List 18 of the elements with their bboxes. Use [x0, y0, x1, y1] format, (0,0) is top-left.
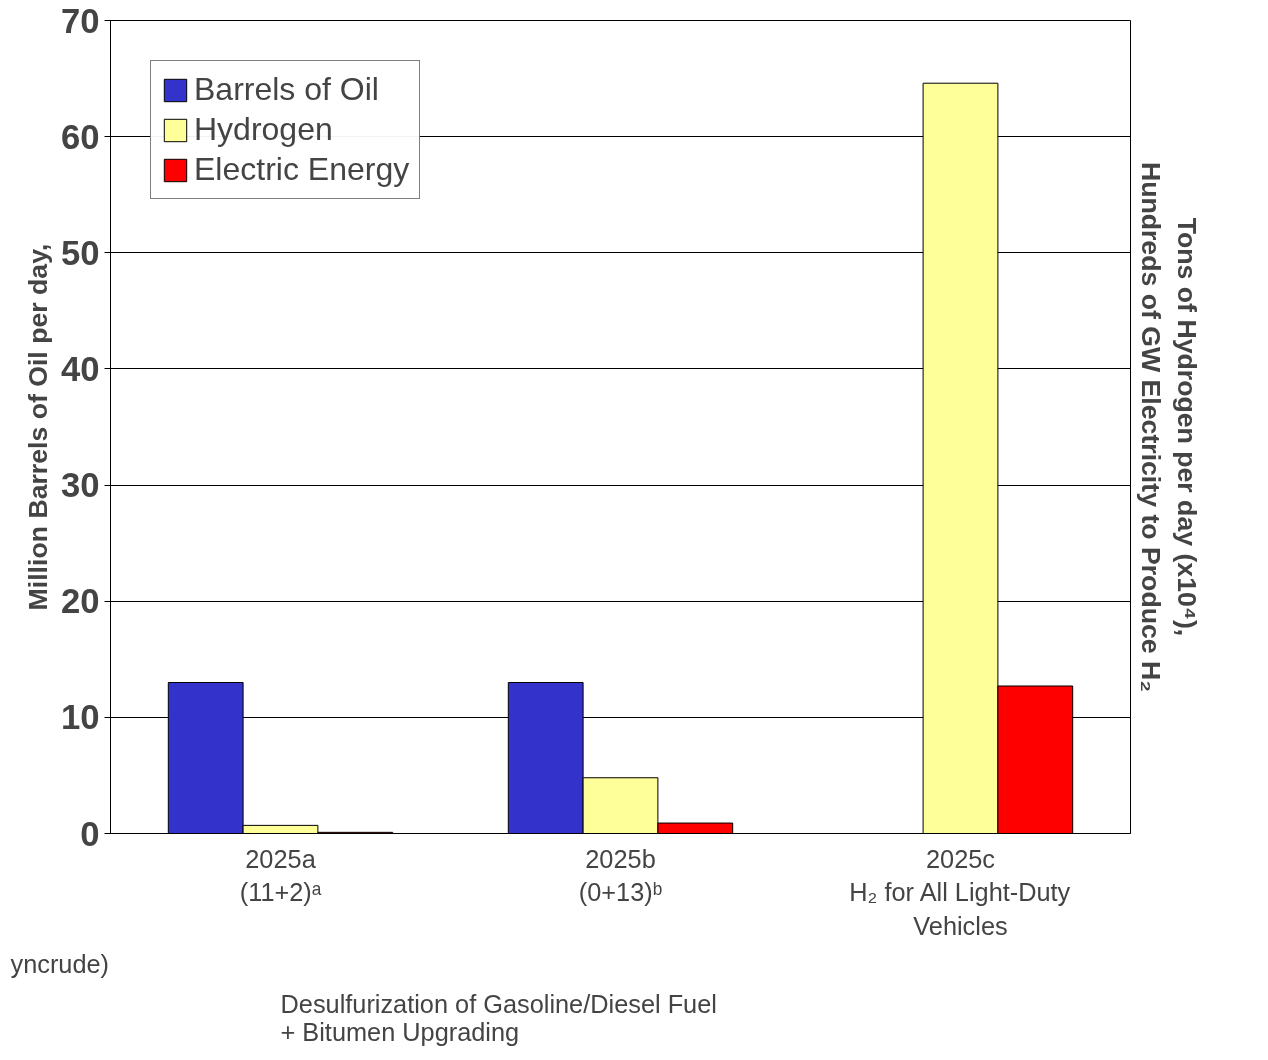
y2-axis-title: Tons of Hydrogen per day (x10⁴), Hundreds of GW Electricity to Produce H₂ — [1135, 161, 1202, 693]
text: yncrude) — [10, 949, 110, 978]
legend-label: Hydrogen — [194, 111, 333, 148]
y-tick-label: 20 — [60, 582, 100, 621]
x-tick-label: 2025a (11+2)ᵃ — [239, 844, 322, 907]
text: Desulfurization of Gasoline/Diesel Fuel + Bitumen Upgrading — [280, 989, 717, 1046]
y-tick-label: 30 — [60, 466, 100, 505]
x-tick-label: 2025b (0+13)ᵇ — [578, 844, 663, 907]
y-axis-title: Million Barrels of Oil per day, — [22, 243, 53, 611]
x-tick-label: 2025c H₂ for All Light-Duty Vehicles — [849, 844, 1071, 940]
legend-label: Electric Energy — [194, 151, 410, 188]
y-tick-label: 70 — [60, 1, 100, 40]
y-tick-label: 0 — [80, 814, 100, 853]
y-tick-label: 40 — [60, 349, 100, 388]
y-tick-label: 60 — [60, 117, 100, 156]
y-tick-label: 50 — [60, 233, 100, 272]
y-tick-label: 10 — [60, 698, 100, 737]
legend-label: Barrels of Oil — [194, 71, 379, 108]
